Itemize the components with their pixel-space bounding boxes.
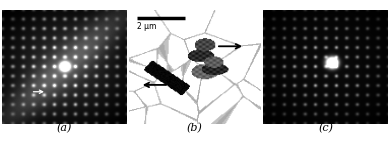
Text: (b): (b) <box>187 123 203 133</box>
Text: (c): (c) <box>318 123 333 133</box>
Text: 2 μm: 2 μm <box>137 22 157 31</box>
Text: (a): (a) <box>56 123 72 133</box>
Bar <box>132 14 187 33</box>
